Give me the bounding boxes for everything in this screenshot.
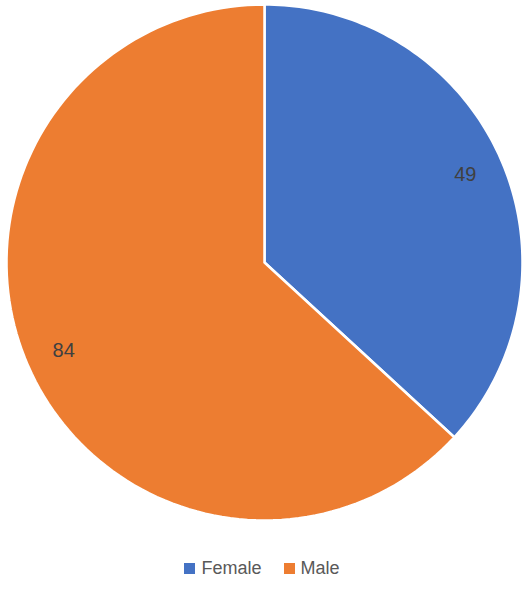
html-text:Male: Male	[300, 558, 340, 578]
html-text:Female: Female	[201, 558, 262, 578]
svg-text:84: 84	[53, 339, 75, 361]
svg-text:49: 49	[454, 163, 476, 185]
